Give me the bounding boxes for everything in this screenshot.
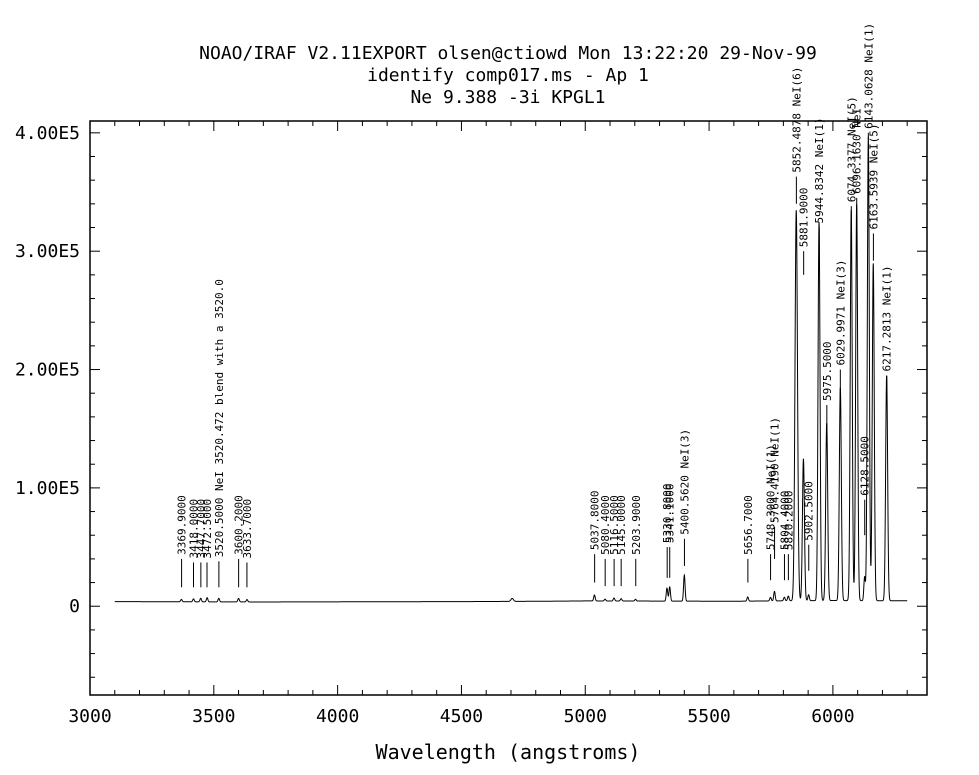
identified-line-label: 6128.5000	[859, 436, 872, 496]
title-line-1: NOAO/IRAF V2.11EXPORT olsen@ctiowd Mon 1…	[199, 43, 817, 64]
identified-line-label: 6096.1630 NeI	[851, 108, 864, 194]
identified-line-label: 3447.7000	[195, 499, 208, 559]
identified-line-label: 5341.1000	[664, 483, 677, 543]
x-tick-label: 4000	[316, 706, 359, 727]
identified-line-label: 5203.9000	[630, 495, 643, 555]
identified-line-label: 3418.0000	[188, 499, 201, 559]
plot-frame	[89, 120, 928, 696]
plot-frame-rect	[89, 120, 928, 696]
plot-titles: NOAO/IRAF V2.11EXPORT olsen@ctiowd Mon 1…	[199, 43, 817, 108]
y-tick-label: 1.00E5	[15, 478, 80, 499]
identified-line-label: 5944.8342 NeI(1)	[813, 118, 826, 224]
identified-line-label: 6143.0628 NeI(1)	[862, 23, 875, 129]
identified-line-label: 5804.4000	[778, 491, 791, 551]
identified-line-label: 5852.4878 NeI(6)	[790, 67, 803, 173]
identified-line-label: 6074.3377 NeI(5)	[845, 96, 858, 202]
identified-line-label: 3520.5000 NeI 3520.472 blend with a 3520…	[213, 279, 226, 557]
identified-line-label: 5116.5000	[608, 495, 621, 555]
identified-line-label: 3472.5000	[201, 499, 214, 559]
x-tick-label: 5000	[564, 706, 607, 727]
identified-line-label: 3633.7000	[241, 499, 254, 559]
title-line-3: Ne 9.388 -3i KPGL1	[410, 87, 605, 108]
identified-line-label: 5975.5000	[821, 341, 834, 401]
identified-line-label: 6217.2813 NeI(1)	[881, 265, 894, 371]
identified-line-label: 5080.4000	[599, 495, 612, 555]
x-tick-label: 3000	[68, 706, 111, 727]
identified-line-label: 5400.5620 NeI(3)	[678, 429, 691, 535]
x-tick-label: 3500	[192, 706, 235, 727]
identified-line-label: 5881.9000	[798, 188, 811, 248]
identified-line-label: 6029.9971 NeI(3)	[834, 260, 847, 366]
x-tick-label: 4500	[440, 706, 483, 727]
x-tick-label: 5500	[687, 706, 730, 727]
y-tick-label: 2.00E5	[15, 360, 80, 381]
x-tick-label: 6000	[811, 706, 854, 727]
identified-line-label: 5330.8000	[661, 483, 674, 543]
y-tick-label: 3.00E5	[15, 241, 80, 262]
identified-line-label: 5037.8000	[589, 491, 602, 551]
title-line-2: identify comp017.ms - Ap 1	[367, 65, 649, 86]
identified-line-label: 3369.9000	[176, 495, 189, 555]
identified-line-label: 5145.0000	[615, 495, 628, 555]
identified-line-label: 5656.7000	[742, 495, 755, 555]
identified-line-label: 5764.4190 NeI(1)	[769, 417, 782, 523]
x-axis-ticks: 3000 3500 4000 4500 5000 5500 6000	[68, 121, 908, 727]
x-axis-label: Wavelength (angstroms)	[376, 740, 641, 764]
y-tick-label: 4.00E5	[15, 123, 80, 144]
identified-line-label: 5748.3000 NeI(1)	[765, 444, 778, 550]
identified-line-label: 5820.2000	[782, 491, 795, 551]
identified-line-label: 5902.5000	[803, 481, 816, 541]
spectrum-line	[114, 136, 908, 603]
identified-line-label: 3600.2000	[233, 495, 246, 555]
identified-line-label: 6163.5939 NeI(5)	[867, 123, 880, 229]
y-tick-label: 0	[69, 596, 80, 617]
identified-line-marks: 3369.90003418.00003447.70003472.50003520…	[176, 23, 894, 588]
y-axis-ticks: 0 1.00E5 2.00E5 3.00E5 4.00E5	[15, 123, 927, 678]
